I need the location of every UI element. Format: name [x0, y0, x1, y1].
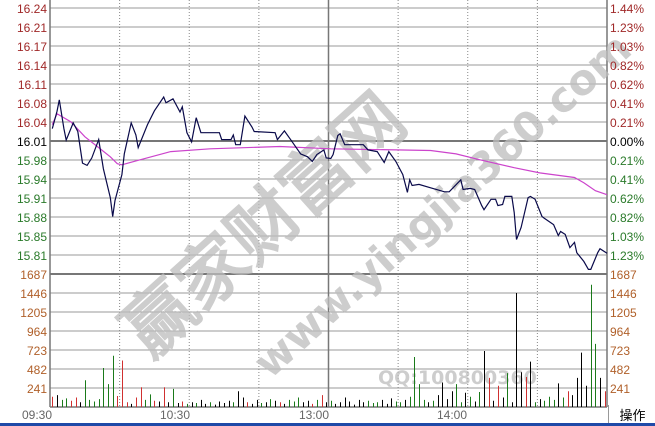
price-tick-label: 15.88 [17, 211, 47, 225]
percent-tick-label: 0.41% [610, 173, 644, 187]
time-tick-label: 10:30 [160, 408, 190, 422]
volume-tick-label: 1687 [20, 268, 47, 282]
volume-tick-label-right: 241 [610, 382, 630, 396]
percent-tick-label: 0.41% [610, 97, 644, 111]
volume-tick-label-right: 482 [610, 363, 630, 377]
price-tick-label: 16.08 [17, 97, 47, 111]
price-tick-label: 15.81 [17, 249, 47, 263]
volume-tick-label: 1205 [20, 306, 47, 320]
percent-tick-label: 0.82% [610, 211, 644, 225]
percent-tick-label: 1.23% [610, 249, 644, 263]
average-price-line [51, 112, 608, 196]
price-tick-label: 16.21 [17, 21, 47, 35]
price-tick-label: 15.94 [17, 173, 47, 187]
time-tick-label: 09:30 [22, 408, 52, 422]
price-line [51, 95, 608, 270]
price-tick-label: 16.14 [17, 59, 47, 73]
price-tick-label: 16.17 [17, 40, 47, 54]
action-button[interactable]: 操作 [608, 405, 655, 423]
volume-tick-label-right: 723 [610, 344, 630, 358]
price-tick-label: 15.91 [17, 192, 47, 206]
volume-tick-label: 1446 [20, 287, 47, 301]
axis-labels: 16.24 16.21 16.17 16.14 16.11 16.08 16.04 16.01… [17, 2, 644, 422]
volume-tick-label-right: 1446 [610, 287, 637, 301]
volume-tick-label: 964 [27, 325, 47, 339]
percent-tick-label: 1.44% [610, 2, 644, 16]
price-tick-label: 16.01 [17, 135, 47, 149]
price-tick-label: 15.98 [17, 154, 47, 168]
volume-tick-label-right: 1687 [610, 268, 637, 282]
grid [49, 0, 608, 408]
percent-tick-label: 0.00% [610, 135, 644, 149]
watermark-qq: QQ:100800360 [378, 367, 537, 389]
percent-tick-label: 1.03% [610, 40, 644, 54]
volume-tick-label: 482 [27, 363, 47, 377]
price-lines [51, 95, 608, 270]
percent-tick-label: 0.21% [610, 116, 644, 130]
time-tick-label: 13:00 [299, 408, 329, 422]
volume-tick-label-right: 1205 [610, 306, 637, 320]
percent-tick-label: 0.21% [610, 154, 644, 168]
volume-tick-label: 241 [27, 382, 47, 396]
volume-bars [52, 284, 606, 407]
price-tick-label: 16.04 [17, 116, 47, 130]
percent-tick-label: 0.62% [610, 192, 644, 206]
price-tick-label: 16.24 [17, 2, 47, 16]
time-tick-label: 14:00 [437, 408, 467, 422]
watermark: 赢家财富网 www.yingjia360.com QQ:100800360 [107, 23, 641, 389]
bottom-border [0, 423, 655, 426]
volume-tick-label-right: 964 [610, 325, 630, 339]
percent-tick-label: 0.82% [610, 59, 644, 73]
percent-tick-label: 0.62% [610, 78, 644, 92]
percent-tick-label: 1.03% [610, 230, 644, 244]
percent-tick-label: 1.23% [610, 21, 644, 35]
price-tick-label: 16.11 [18, 78, 47, 92]
volume-tick-label: 723 [27, 344, 47, 358]
price-tick-label: 15.85 [17, 230, 47, 244]
